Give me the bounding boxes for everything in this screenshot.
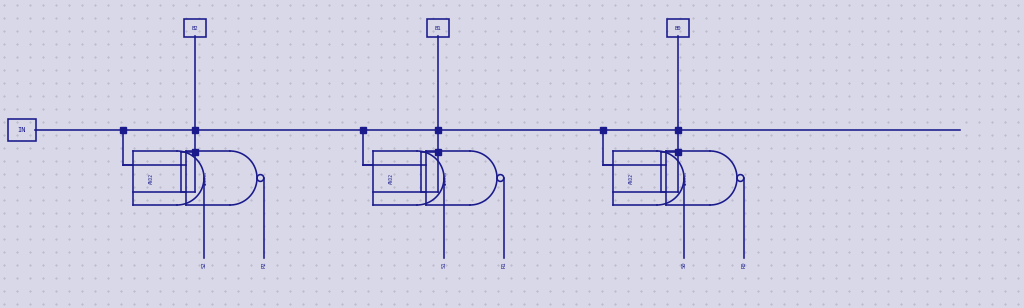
Text: B2: B2 bbox=[191, 26, 199, 30]
Text: AND2: AND2 bbox=[388, 172, 393, 184]
Text: P2: P2 bbox=[261, 261, 266, 268]
Text: R0: R0 bbox=[741, 261, 746, 268]
Text: S2: S2 bbox=[202, 261, 207, 268]
Text: AND2Bi: AND2Bi bbox=[684, 171, 688, 185]
Text: R1: R1 bbox=[502, 261, 506, 268]
Text: AND2: AND2 bbox=[148, 172, 154, 184]
Text: AND2: AND2 bbox=[629, 172, 634, 184]
Text: S1: S1 bbox=[441, 261, 446, 268]
Text: AND2Bi: AND2Bi bbox=[204, 171, 208, 185]
Text: AND2Bi: AND2Bi bbox=[444, 171, 449, 185]
Text: B1: B1 bbox=[435, 26, 441, 30]
Text: IN: IN bbox=[17, 127, 27, 133]
Text: S0: S0 bbox=[682, 261, 686, 268]
Text: B0: B0 bbox=[675, 26, 681, 30]
